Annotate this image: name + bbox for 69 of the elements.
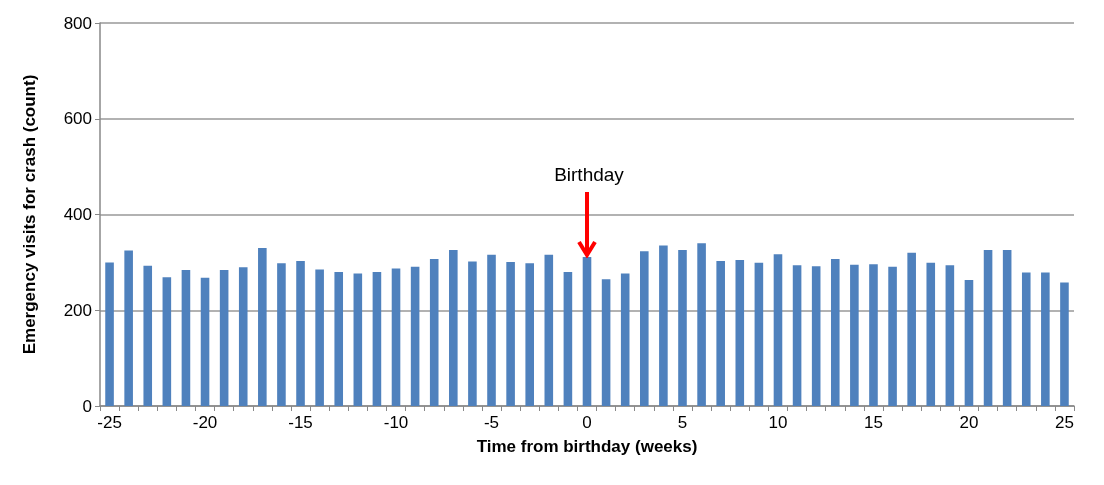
bar	[372, 271, 382, 406]
bar	[945, 265, 955, 406]
bar	[811, 266, 821, 406]
bar	[410, 266, 420, 406]
y-tick-label: 600	[63, 109, 92, 129]
bar	[219, 270, 229, 406]
bar	[792, 265, 802, 406]
bar	[926, 262, 936, 406]
bar	[1021, 272, 1031, 406]
bar	[468, 261, 477, 406]
bar	[391, 268, 401, 406]
y-tick-label: 0	[82, 396, 92, 416]
y-tick-label: 800	[63, 13, 92, 33]
bar	[659, 245, 668, 406]
bar	[907, 252, 916, 406]
y-tick-label: 400	[63, 205, 92, 224]
annotation: Birthday	[554, 164, 624, 187]
bar	[544, 254, 554, 406]
bar	[200, 277, 210, 406]
bar	[315, 269, 324, 406]
bar	[487, 254, 496, 406]
bar	[181, 270, 191, 406]
bar	[506, 261, 515, 406]
bar	[238, 267, 248, 406]
x-tick-label: 10	[768, 413, 788, 432]
bar	[563, 271, 573, 406]
x-tick-label: 5	[677, 413, 688, 432]
bar	[143, 265, 153, 406]
bar	[620, 273, 630, 406]
y-axis-title: Emergency visits for crash (count)	[20, 74, 39, 355]
bar	[258, 248, 267, 406]
bar	[869, 264, 878, 406]
x-tick-label: 15	[864, 413, 883, 432]
bar	[964, 280, 974, 406]
bar	[124, 250, 133, 406]
x-tick-label: 25	[1054, 413, 1074, 432]
bar	[429, 259, 439, 406]
bar	[830, 259, 840, 406]
bar	[850, 264, 859, 406]
bar	[697, 243, 706, 406]
bar	[678, 249, 687, 406]
bar	[1041, 272, 1050, 406]
bar	[162, 277, 172, 406]
bar	[754, 262, 764, 406]
bar	[640, 251, 649, 406]
x-axis-title: Time from birthday (weeks)	[476, 437, 698, 456]
y-tick-label: 200	[63, 300, 92, 320]
x-tick-label: -15	[288, 413, 313, 432]
x-tick-label: -25	[97, 413, 122, 432]
bar	[353, 273, 363, 406]
bar	[525, 263, 534, 406]
bar	[773, 254, 783, 406]
bar	[1002, 249, 1012, 406]
bar	[334, 271, 344, 406]
x-tick-label: 20	[959, 413, 979, 432]
bar	[716, 260, 725, 406]
bar	[735, 259, 745, 406]
bar	[105, 262, 114, 406]
bar	[888, 266, 897, 406]
bar	[1060, 282, 1069, 406]
bar	[601, 279, 611, 406]
x-tick-label: 0	[582, 413, 592, 432]
bar	[983, 249, 993, 406]
x-tick-label: -10	[383, 413, 409, 432]
bar	[277, 263, 286, 406]
bar	[296, 260, 305, 406]
x-tick-label: -5	[483, 413, 500, 432]
x-tick-label: -20	[192, 413, 218, 432]
bar	[449, 249, 458, 406]
